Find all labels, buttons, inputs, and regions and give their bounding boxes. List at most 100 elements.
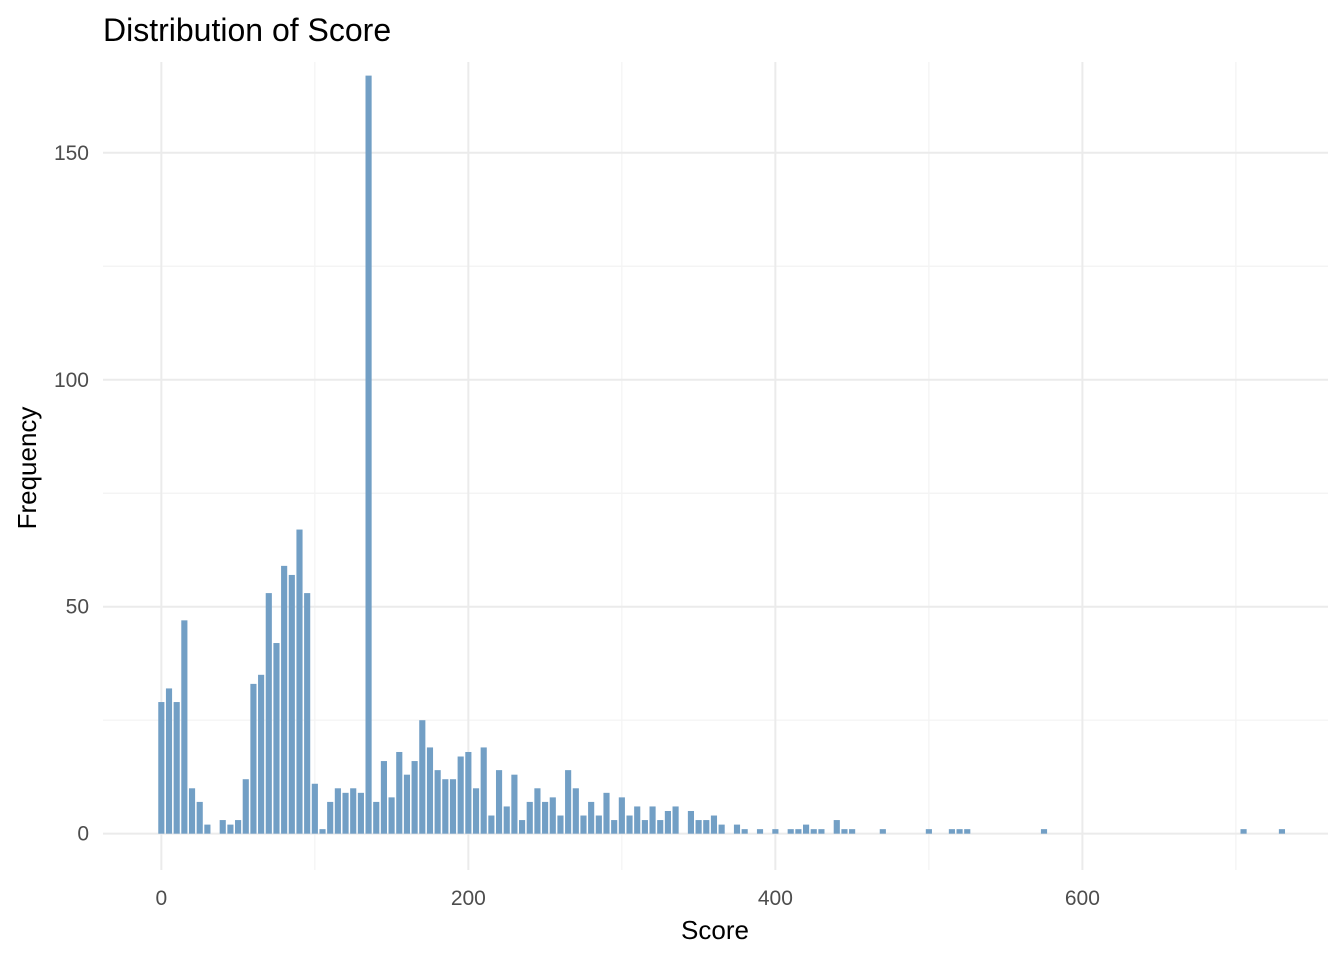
- histogram-bar: [557, 815, 564, 834]
- histogram-bar: [849, 829, 856, 834]
- histogram-bar: [227, 824, 234, 834]
- histogram-bar: [434, 770, 441, 834]
- histogram-bar: [250, 683, 257, 834]
- histogram-bar: [710, 815, 718, 834]
- y-axis-title: Frequency: [12, 407, 42, 530]
- histogram-bar: [1240, 829, 1247, 834]
- y-axis-tick-labels: 0 50 100 150: [54, 142, 89, 846]
- histogram-bar: [572, 788, 579, 834]
- histogram-bar: [357, 792, 364, 834]
- x-tick-label: 200: [451, 887, 486, 910]
- x-tick-label: 0: [155, 887, 167, 910]
- histogram-bar: [426, 747, 434, 834]
- histogram-bar: [204, 824, 211, 834]
- histogram-bar: [634, 806, 641, 834]
- histogram-bar: [879, 829, 886, 834]
- histogram-bar: [703, 820, 710, 834]
- histogram-bar: [626, 815, 633, 834]
- histogram-bar: [235, 820, 242, 834]
- histogram-bar: [442, 779, 449, 834]
- histogram-bar: [611, 820, 618, 834]
- histogram-bar: [196, 801, 203, 834]
- histogram-bar: [787, 829, 794, 834]
- histogram-bar: [803, 824, 810, 834]
- histogram-bar: [641, 820, 648, 834]
- y-tick-label: 150: [54, 142, 89, 165]
- histogram-bar: [373, 801, 380, 834]
- histogram-bar: [526, 801, 533, 834]
- histogram-bar: [595, 815, 602, 834]
- histogram-bar: [342, 792, 349, 834]
- histogram-bar: [319, 829, 326, 834]
- x-tick-label: 400: [758, 887, 793, 910]
- histogram-bar: [925, 829, 932, 834]
- histogram-bar: [472, 788, 480, 834]
- chart-title: Distribution of Score: [103, 12, 391, 48]
- histogram-bar: [449, 779, 457, 834]
- histogram-bar: [173, 702, 180, 834]
- histogram-bar: [158, 702, 165, 834]
- histogram-bar: [350, 788, 357, 834]
- x-tick-label: 600: [1065, 887, 1100, 910]
- histogram-bar: [618, 797, 625, 834]
- histogram-bar: [841, 829, 848, 834]
- histogram-bar: [503, 806, 510, 834]
- histogram-bar: [580, 815, 587, 834]
- histogram-bar: [403, 774, 411, 834]
- histogram-bar: [242, 779, 249, 834]
- histogram-bar: [672, 806, 679, 834]
- histogram-bar: [664, 810, 671, 834]
- histogram-bar: [495, 770, 503, 834]
- histogram-bar: [687, 810, 695, 834]
- histogram-bar: [718, 824, 725, 834]
- histogram-bar: [327, 801, 334, 834]
- y-tick-label: 100: [54, 369, 89, 392]
- histogram-bar: [311, 783, 318, 834]
- histogram-bar: [772, 829, 779, 834]
- histogram-bar: [165, 688, 173, 834]
- histogram-bar: [603, 792, 610, 834]
- histogram-bar: [795, 829, 802, 834]
- histogram-bar: [411, 761, 418, 834]
- major-gridlines: [103, 62, 1328, 870]
- histogram-bar: [756, 829, 764, 834]
- histogram-bar: [695, 820, 702, 834]
- x-axis-title: Score: [681, 915, 749, 945]
- histogram-bar: [480, 747, 487, 834]
- histogram-bar: [649, 806, 656, 834]
- histogram-bar: [956, 829, 963, 834]
- histogram-bar: [296, 529, 303, 834]
- minor-gridlines: [103, 62, 1328, 870]
- histogram-bar: [396, 751, 403, 834]
- histogram-bar: [281, 565, 288, 834]
- histogram-bar: [365, 75, 372, 834]
- histogram-bar: [1040, 829, 1048, 834]
- histogram-bar: [657, 820, 664, 834]
- histogram-bar: [964, 829, 971, 834]
- histogram-bar: [833, 820, 840, 834]
- histogram-bars: [158, 75, 1286, 834]
- histogram-bar: [1278, 829, 1286, 834]
- histogram-bar: [733, 824, 741, 834]
- histogram-bar: [741, 829, 748, 834]
- histogram-bar: [334, 788, 341, 834]
- histogram-bar: [511, 774, 518, 834]
- histogram-bar: [273, 643, 280, 834]
- histogram-bar: [457, 756, 464, 834]
- histogram-bar: [810, 829, 817, 834]
- y-tick-label: 0: [77, 823, 89, 846]
- histogram-bar: [588, 801, 595, 834]
- histogram-bar: [380, 761, 387, 834]
- histogram-bar: [818, 829, 825, 834]
- histogram-bar: [181, 620, 188, 834]
- histogram-bar: [948, 829, 955, 834]
- histogram-bar: [188, 788, 196, 834]
- histogram-bar: [258, 674, 265, 834]
- histogram-bar: [542, 801, 549, 834]
- histogram-bar: [419, 720, 426, 834]
- histogram-bar: [534, 788, 541, 834]
- histogram-bar: [288, 574, 295, 834]
- histogram-bar: [219, 820, 226, 834]
